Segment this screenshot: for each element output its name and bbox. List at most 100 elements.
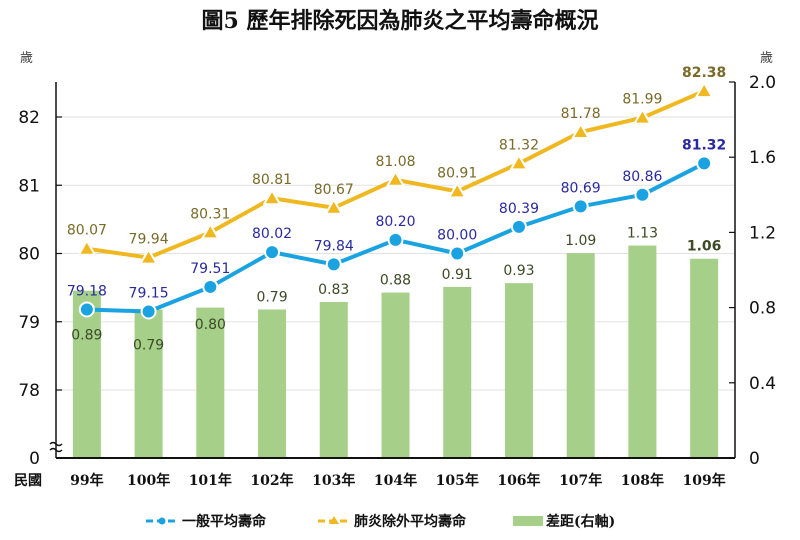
x-axis-prefix: 民國 — [14, 473, 42, 489]
bar-gap-105年 — [443, 286, 472, 458]
right-tick-label: 0.8 — [749, 299, 776, 319]
marker-circle-104年 — [387, 231, 404, 248]
legend-label-gap: 差距(右軸) — [546, 513, 615, 530]
data-label-excl: 82.38 — [682, 65, 726, 81]
right-tick-label: 1.6 — [749, 148, 776, 168]
x-tick-label: 107年 — [559, 472, 602, 489]
x-tick-label: 105年 — [436, 472, 479, 489]
data-label-excl: 81.08 — [375, 154, 415, 170]
x-tick-label: 109年 — [683, 472, 726, 489]
axis-break-stroke — [49, 447, 63, 453]
marker-triangle-104年 — [386, 170, 405, 187]
legend-bar-swatch — [513, 516, 543, 526]
data-label-excl: 80.81 — [252, 172, 292, 188]
marker-triangle-100年 — [139, 248, 158, 265]
left-tick-label: 80 — [18, 245, 40, 265]
marker-circle-107年 — [572, 198, 589, 215]
bar-gap-106年 — [504, 283, 533, 458]
x-tick-label: 104年 — [374, 472, 417, 489]
lines — [77, 82, 714, 320]
data-label-general: 81.32 — [682, 137, 726, 153]
marker-triangle-105年 — [448, 182, 467, 199]
marker-triangle-101年 — [201, 223, 220, 240]
legend-triangle-icon — [329, 516, 339, 524]
bar-gap-99年 — [72, 290, 101, 458]
data-label-gap: 0.88 — [380, 273, 411, 289]
data-label-general: 80.20 — [375, 214, 415, 230]
marker-circle-109年 — [696, 155, 713, 172]
data-label-general: 79.15 — [129, 286, 169, 302]
right-tick-label: 1.2 — [749, 223, 776, 243]
x-tick-label: 101年 — [189, 472, 232, 489]
left-tick-label: 78 — [18, 381, 40, 401]
data-label-gap: 0.89 — [71, 327, 102, 343]
marker-triangle-99年 — [77, 239, 96, 256]
data-label-gap: 0.91 — [442, 267, 473, 283]
legend-label-excl: 肺炎除外平均壽命 — [354, 513, 467, 530]
data-label-gap: 0.83 — [318, 282, 349, 298]
x-tick-label: 99年 — [70, 472, 103, 489]
data-label-general: 80.86 — [622, 169, 662, 185]
data-label-excl: 80.31 — [190, 206, 230, 222]
data-labels: 79.18 79.15 79.51 80.02 79.84 80.20 80.00 80.39… — [67, 65, 726, 353]
marker-triangle-102年 — [263, 189, 282, 206]
data-label-general: 79.18 — [67, 283, 107, 299]
data-label-excl: 81.78 — [561, 106, 601, 122]
x-tick-label: 106年 — [497, 472, 540, 489]
x-tick-label: 103年 — [312, 472, 355, 489]
data-label-gap: 0.80 — [195, 317, 226, 333]
bar-gap-100年 — [134, 309, 163, 458]
data-label-general: 79.51 — [190, 261, 230, 277]
marker-circle-105年 — [449, 245, 466, 262]
marker-circle-108年 — [634, 186, 651, 203]
marker-circle-100年 — [140, 303, 157, 320]
data-label-gap: 0.79 — [133, 338, 164, 354]
right-axis-unit: 歲 — [760, 51, 773, 66]
marker-circle-101年 — [202, 278, 219, 295]
legend: 一般平均壽命 肺炎除外平均壽命 差距(右軸) — [146, 513, 615, 530]
x-tick-label: 102年 — [250, 472, 293, 489]
tick-labels: 82 81 80 79 78 0 2.0 1.6 1.2 0.8 0.4 0 99年 100年 101年 10… — [18, 73, 776, 489]
axis-break-stroke — [49, 441, 63, 447]
marker-triangle-109年 — [695, 82, 714, 99]
data-label-general: 79.84 — [314, 238, 354, 254]
marker-triangle-107年 — [571, 123, 590, 140]
left-tick-label-break: 0 — [29, 449, 40, 469]
left-axis-unit: 歲 — [20, 51, 33, 66]
marker-circle-102年 — [264, 244, 281, 261]
data-label-excl: 81.99 — [622, 92, 662, 108]
data-label-gap: 1.13 — [627, 226, 658, 242]
bar-gap-107年 — [566, 253, 595, 458]
legend-circle-icon — [158, 517, 166, 525]
marker-triangle-103年 — [324, 198, 343, 215]
bar-gap-102年 — [258, 309, 287, 458]
right-tick-label: 0 — [749, 449, 760, 469]
bar-gap-101年 — [196, 307, 225, 458]
marker-circle-103年 — [325, 256, 342, 273]
data-label-general: 80.39 — [499, 201, 539, 217]
chart-title: 圖5 歷年排除死因為肺炎之平均壽命概況 — [202, 8, 599, 34]
bar-gap-108年 — [628, 245, 657, 458]
data-label-excl: 79.94 — [129, 232, 169, 248]
bar-gap-104年 — [381, 292, 410, 458]
data-label-general: 80.69 — [561, 180, 601, 196]
data-label-gap: 0.93 — [503, 263, 534, 279]
marker-circle-99年 — [78, 301, 95, 318]
data-label-general: 80.00 — [437, 228, 477, 244]
axis-break-icon — [49, 441, 63, 453]
right-tick-label: 2.0 — [749, 73, 776, 93]
x-tick-label: 108年 — [621, 472, 664, 489]
data-label-excl: 80.67 — [314, 182, 354, 198]
data-label-gap: 1.06 — [687, 239, 722, 255]
left-tick-label: 82 — [18, 108, 40, 128]
bar-gap-109年 — [690, 258, 719, 458]
axes — [49, 81, 736, 459]
marker-triangle-108年 — [633, 108, 652, 125]
data-label-excl: 80.91 — [437, 165, 477, 181]
data-label-excl: 80.07 — [67, 223, 107, 239]
marker-circle-106年 — [510, 218, 527, 235]
left-tick-label: 79 — [18, 313, 40, 333]
bars-gap — [72, 245, 719, 458]
x-tick-label: 100年 — [127, 472, 170, 489]
